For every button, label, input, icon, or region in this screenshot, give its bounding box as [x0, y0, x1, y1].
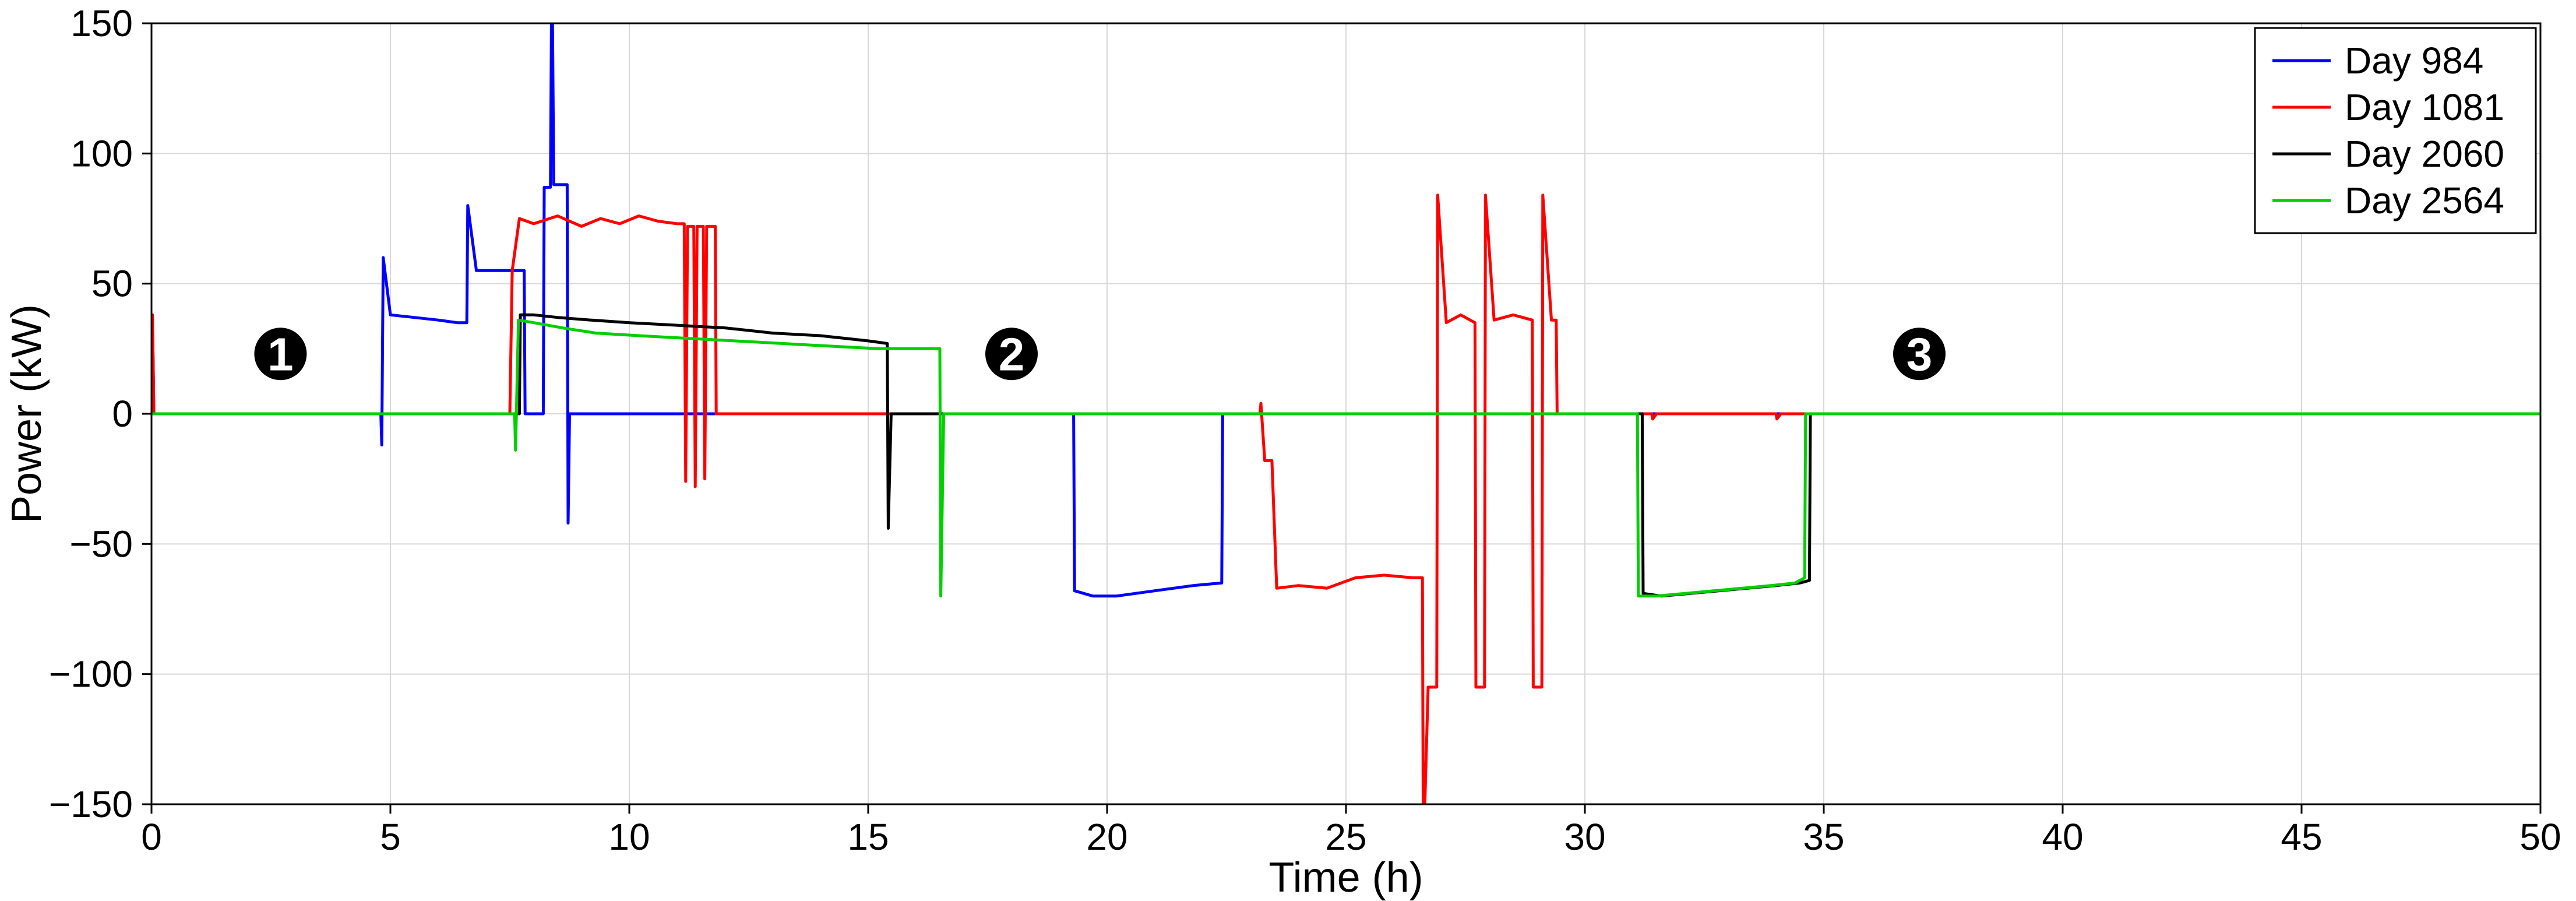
x-axis-label: Time (h)	[1268, 854, 1423, 901]
marker-2-text: 2	[999, 328, 1025, 380]
marker-3-text: 3	[1907, 328, 1933, 380]
marker-1: 1	[254, 328, 306, 380]
x-tick-label: 45	[2281, 816, 2322, 858]
power-time-chart: 0 5 10 15 20 25 30 35 40 45 50 −150 −100 −50 0 50 100 150…	[0, 0, 2576, 901]
x-tick-label: 5	[380, 816, 401, 858]
x-tick-label: 0	[141, 816, 162, 858]
y-tick-label: 50	[91, 263, 133, 305]
legend-label: Day 984	[2345, 40, 2483, 82]
legend-label: Day 1081	[2345, 86, 2504, 128]
y-tick-label: −100	[49, 653, 133, 695]
x-tick-label: 30	[1564, 816, 1605, 858]
chart-svg: 0 5 10 15 20 25 30 35 40 45 50 −150 −100 −50 0 50 100 150…	[0, 0, 2576, 901]
x-tick-label: 50	[2519, 816, 2561, 858]
legend-label: Day 2564	[2345, 180, 2504, 221]
y-tick-label: 150	[71, 2, 133, 44]
x-tick-label: 15	[847, 816, 889, 858]
y-axis-label: Power (kW)	[3, 304, 50, 523]
x-tick-label: 25	[1325, 816, 1366, 858]
x-tick-label: 10	[608, 816, 650, 858]
x-tick-label: 20	[1086, 816, 1127, 858]
y-tick-label: 100	[71, 132, 133, 174]
legend: Day 984Day 1081 Day 2060 Day 2564	[2255, 28, 2536, 233]
marker-2: 2	[985, 328, 1038, 380]
marker-3: 3	[1893, 328, 1946, 380]
y-tick-label: −50	[69, 523, 133, 565]
x-tick-label: 35	[1803, 816, 1844, 858]
x-tick-label: 40	[2042, 816, 2083, 858]
y-tick-label: 0	[112, 393, 133, 435]
y-tick-label: −150	[49, 783, 133, 825]
legend-label: Day 2060	[2345, 133, 2504, 175]
marker-1-text: 1	[267, 328, 294, 380]
